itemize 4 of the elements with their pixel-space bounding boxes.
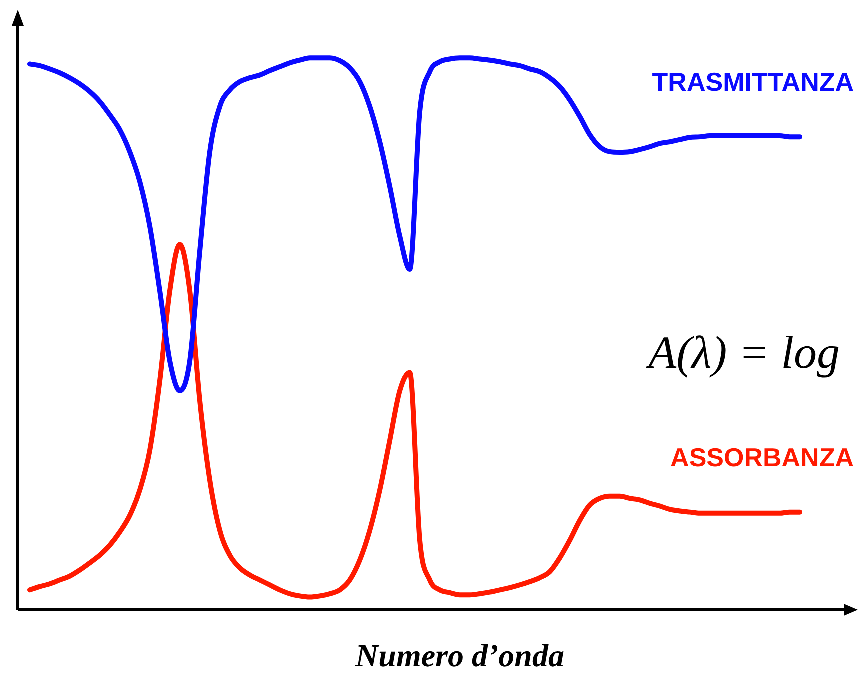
annotation: A(λ) = log — [646, 327, 840, 378]
x-axis-title: Numero d’onda — [354, 637, 564, 674]
series-label: TRASMITTANZA — [652, 67, 854, 98]
series-label: ASSORBANZA — [670, 442, 854, 472]
